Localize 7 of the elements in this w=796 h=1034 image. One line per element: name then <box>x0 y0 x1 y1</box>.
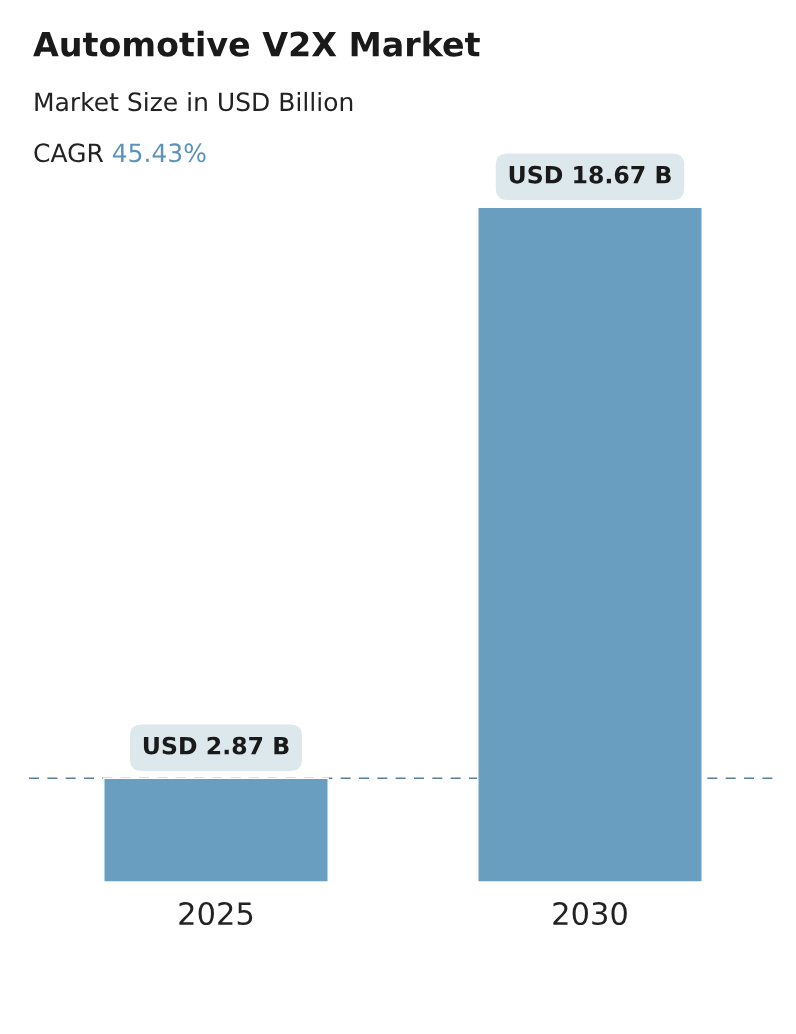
chart-subtitle: Market Size in USD Billion <box>35 91 353 112</box>
x-tick-label: 2030 <box>553 901 627 926</box>
data-label: USD 18.67 B <box>509 165 671 184</box>
chart-title: Automotive V2X Market <box>33 30 480 57</box>
data-label: USD 2.87 B <box>143 736 289 755</box>
text: CAGR 45.43% <box>34 143 206 163</box>
x-tick-label: 2025 <box>179 901 253 926</box>
